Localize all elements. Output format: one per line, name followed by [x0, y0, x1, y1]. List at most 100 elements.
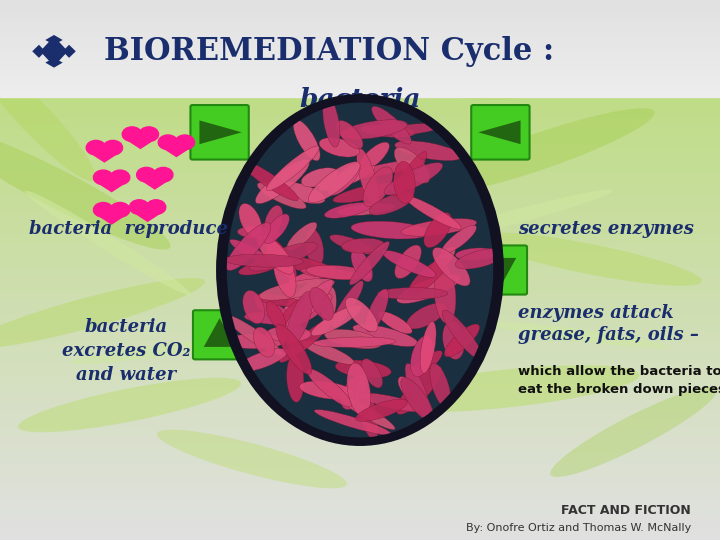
Ellipse shape: [336, 360, 391, 378]
Bar: [0, 51, 720, 52]
Ellipse shape: [401, 377, 433, 421]
Ellipse shape: [424, 213, 451, 248]
Bar: [0, 70, 720, 73]
Ellipse shape: [338, 203, 395, 215]
Bar: [0, 45, 720, 46]
Bar: [0, 186, 720, 189]
Bar: [0, 178, 720, 181]
Ellipse shape: [266, 301, 286, 330]
Text: secretes enzymes: secretes enzymes: [518, 220, 694, 239]
Ellipse shape: [276, 325, 312, 374]
Ellipse shape: [374, 123, 442, 136]
Ellipse shape: [443, 321, 464, 360]
Bar: [0, 87, 720, 90]
Bar: [0, 162, 720, 165]
Bar: [0, 157, 720, 159]
Ellipse shape: [306, 265, 371, 280]
Bar: [0, 2, 720, 4]
Ellipse shape: [330, 235, 374, 254]
Ellipse shape: [484, 321, 668, 348]
Ellipse shape: [369, 192, 414, 215]
Bar: [0, 270, 720, 273]
Bar: [0, 251, 720, 254]
Bar: [0, 440, 720, 443]
Ellipse shape: [224, 254, 303, 267]
Ellipse shape: [287, 267, 336, 285]
Bar: [0, 329, 720, 332]
Ellipse shape: [286, 280, 333, 329]
Bar: [0, 483, 720, 486]
Ellipse shape: [372, 106, 412, 144]
Bar: [0, 359, 720, 362]
Bar: [0, 516, 720, 518]
Ellipse shape: [406, 303, 446, 329]
Bar: [0, 40, 720, 43]
Bar: [0, 238, 720, 240]
Ellipse shape: [369, 365, 639, 413]
Bar: [0, 59, 720, 62]
Bar: [0, 351, 720, 354]
Ellipse shape: [301, 168, 338, 187]
Circle shape: [130, 200, 149, 214]
Bar: [0, 275, 720, 278]
Text: BIOREMEDIATION Cycle :: BIOREMEDIATION Cycle :: [104, 36, 554, 67]
Bar: [0, 211, 720, 213]
Bar: [0, 346, 720, 348]
Bar: [0, 262, 720, 265]
Bar: [0, 170, 720, 173]
Bar: [0, 362, 720, 364]
Bar: [0, 154, 720, 157]
Bar: [0, 310, 720, 313]
Bar: [0, 240, 720, 243]
Ellipse shape: [356, 148, 379, 208]
Ellipse shape: [238, 226, 280, 239]
Bar: [0, 338, 720, 340]
FancyBboxPatch shape: [471, 105, 529, 160]
Bar: [0, 22, 720, 23]
Bar: [0, 526, 720, 529]
Bar: [0, 46, 720, 49]
FancyBboxPatch shape: [331, 383, 389, 437]
Ellipse shape: [279, 182, 325, 204]
Bar: [0, 16, 720, 17]
Bar: [0, 227, 720, 229]
Ellipse shape: [300, 268, 360, 279]
Bar: [0, 464, 720, 467]
Bar: [0, 46, 720, 49]
Ellipse shape: [426, 108, 654, 194]
Ellipse shape: [328, 164, 360, 195]
Bar: [0, 370, 720, 373]
Text: which allow the bacteria to
eat the broken down pieces.: which allow the bacteria to eat the brok…: [518, 365, 720, 396]
Bar: [0, 58, 720, 60]
Bar: [0, 84, 720, 86]
Circle shape: [122, 127, 142, 141]
Bar: [0, 502, 720, 505]
Bar: [0, 221, 720, 224]
Polygon shape: [204, 318, 235, 347]
Bar: [0, 459, 720, 462]
Ellipse shape: [226, 222, 271, 271]
Ellipse shape: [18, 377, 241, 433]
Bar: [0, 43, 720, 46]
Bar: [0, 111, 720, 113]
Ellipse shape: [423, 190, 613, 242]
Bar: [0, 51, 720, 54]
Bar: [0, 173, 720, 176]
Bar: [0, 65, 720, 68]
Bar: [0, 95, 720, 97]
Ellipse shape: [264, 253, 338, 275]
Ellipse shape: [230, 239, 273, 265]
Ellipse shape: [254, 294, 304, 307]
Bar: [0, 429, 720, 432]
Ellipse shape: [479, 233, 702, 286]
Polygon shape: [40, 36, 68, 66]
Bar: [0, 124, 720, 127]
Bar: [0, 367, 720, 370]
Bar: [0, 72, 720, 74]
Bar: [0, 392, 720, 394]
Bar: [0, 86, 720, 89]
Bar: [0, 113, 720, 116]
Ellipse shape: [227, 103, 493, 437]
Bar: [0, 29, 720, 31]
Bar: [0, 130, 720, 132]
